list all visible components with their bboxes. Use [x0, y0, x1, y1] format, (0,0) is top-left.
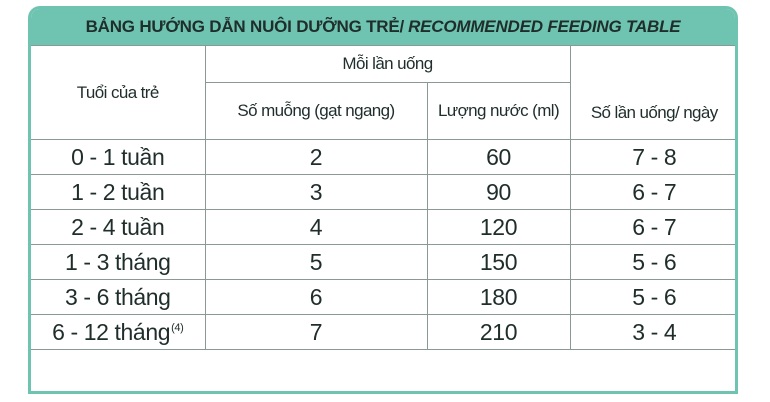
table-row: 1 - 3 tháng 5 150 5 - 6 [31, 244, 735, 280]
cell-age: 6 - 12 tháng(4) [31, 314, 206, 350]
cell-age: 1 - 3 tháng [31, 244, 206, 280]
header-per-feed: Mỗi lần uống [204, 45, 571, 83]
cell-spoons: 7 [204, 314, 428, 350]
cell-spoons: 3 [204, 174, 428, 210]
cell-age: 1 - 2 tuần [31, 174, 206, 210]
header-spoons: Số muỗng (gạt ngang) [205, 82, 428, 140]
title-english: RECOMMENDED FEEDING TABLE [408, 17, 681, 36]
footnote-marker: (4) [171, 321, 184, 334]
table-row: 1 - 2 tuần 3 90 6 - 7 [31, 174, 735, 210]
cell-times: 6 - 7 [569, 174, 735, 210]
cell-times: 5 - 6 [569, 279, 735, 315]
title-vietnamese: BẢNG HƯỚNG DẪN NUÔI DƯỠNG TRẺ/ [85, 17, 405, 36]
header-times-per-day: Số lần uống/ ngày [569, 45, 735, 140]
table-row: 0 - 1 tuần 2 60 7 - 8 [31, 139, 735, 175]
table-title: BẢNG HƯỚNG DẪN NUÔI DƯỠNG TRẺ/ RECOMMEND… [31, 9, 735, 45]
header-age: Tuổi của trẻ [31, 45, 206, 140]
cell-age: 3 - 6 tháng [31, 279, 206, 315]
table-row: 3 - 6 tháng 6 180 5 - 6 [31, 279, 735, 315]
cell-age: 2 - 4 tuần [31, 209, 206, 245]
cell-times: 3 - 4 [569, 314, 735, 350]
cell-times: 6 - 7 [569, 209, 735, 245]
cell-water: 60 [426, 139, 571, 175]
cell-water: 150 [426, 244, 571, 280]
cell-spoons: 6 [204, 279, 428, 315]
cell-water: 210 [426, 314, 571, 350]
feeding-table-panel: BẢNG HƯỚNG DẪN NUÔI DƯỠNG TRẺ/ RECOMMEND… [28, 6, 738, 394]
feeding-table: Tuổi của trẻ Mỗi lần uống Số lần uống/ n… [31, 45, 735, 350]
cell-spoons: 4 [204, 209, 428, 245]
cell-age: 0 - 1 tuần [31, 139, 206, 175]
cell-water: 90 [426, 174, 571, 210]
header-water: Lượng nước (ml) [426, 82, 570, 140]
cell-times: 7 - 8 [569, 139, 735, 175]
cell-water: 120 [426, 209, 571, 245]
cell-spoons: 2 [204, 139, 428, 175]
cell-water: 180 [426, 279, 571, 315]
cell-times: 5 - 6 [569, 244, 735, 280]
table-row: 6 - 12 tháng(4) 7 210 3 - 4 [31, 314, 735, 350]
table-row: 2 - 4 tuần 4 120 6 - 7 [31, 209, 735, 245]
cell-spoons: 5 [204, 244, 428, 280]
